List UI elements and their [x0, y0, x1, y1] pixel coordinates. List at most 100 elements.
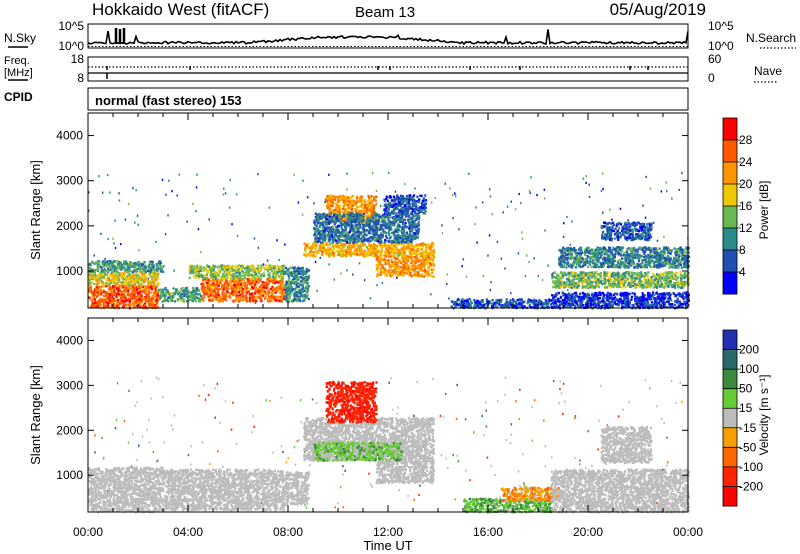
echo-cell — [315, 237, 318, 240]
echo-cell — [118, 274, 121, 277]
echo-cell — [419, 264, 422, 267]
speckle-cell — [302, 179, 304, 182]
echo-cell — [111, 303, 114, 306]
echo-cell — [359, 231, 363, 234]
echo-cell — [355, 247, 358, 250]
echo-cell — [117, 288, 120, 291]
echo-cell — [301, 290, 304, 293]
echo-cell — [377, 240, 380, 243]
echo-cell — [249, 299, 252, 302]
echo-cell — [367, 212, 370, 215]
echo-cell — [313, 221, 316, 224]
echo-cell — [318, 229, 321, 232]
echo-cell — [369, 249, 372, 253]
echo-cell — [304, 243, 307, 246]
echo-cell — [251, 270, 255, 274]
speckle-cell — [563, 222, 565, 225]
echo-cell — [302, 277, 305, 280]
echo-cell — [343, 248, 346, 252]
speckle-cell — [352, 273, 354, 276]
echo-cell — [334, 232, 337, 235]
echo-cell — [352, 252, 355, 256]
echo-cell — [281, 297, 284, 300]
echo-cell — [393, 268, 396, 272]
echo-cell — [141, 297, 144, 300]
speckle-cell — [575, 263, 578, 266]
echo-cell — [93, 262, 96, 265]
echo-cell — [156, 294, 159, 297]
echo-cell — [247, 271, 251, 275]
echo-cell — [230, 270, 233, 273]
speckle-cell — [195, 186, 198, 189]
echo-cell — [429, 264, 432, 268]
echo-cell — [144, 278, 147, 281]
echo-cell — [153, 271, 156, 275]
echo-cell — [137, 267, 141, 270]
cpid-panel: CPID normal (fast stereo) 153 — [4, 87, 689, 111]
echo-cell — [181, 299, 184, 303]
echo-cell — [300, 280, 303, 283]
echo-cell — [403, 228, 406, 231]
echo-cell — [417, 264, 420, 267]
echo-cell — [109, 259, 112, 263]
echo-cell — [195, 274, 198, 277]
echo-cell — [214, 298, 217, 301]
echo-cell — [227, 285, 230, 289]
echo-cell — [202, 299, 205, 303]
speckle-cell — [132, 187, 134, 190]
echo-cell — [123, 294, 126, 298]
echo-cell — [353, 213, 356, 216]
echo-cell — [94, 278, 97, 281]
echo-cell — [100, 267, 103, 270]
echo-cell — [350, 221, 353, 224]
speckle-cell — [314, 260, 317, 264]
echo-cell — [424, 260, 427, 264]
echo-cell — [199, 264, 202, 268]
echo-cell — [414, 252, 417, 255]
echo-cell — [173, 300, 176, 303]
echo-cell — [144, 295, 147, 299]
echo-cell — [176, 298, 179, 301]
echo-cell — [159, 264, 162, 268]
echo-cell — [376, 274, 379, 278]
echo-cell — [409, 232, 412, 235]
echo-cell — [234, 299, 237, 302]
echo-cell — [98, 263, 101, 266]
echo-cell — [367, 230, 370, 233]
speckle-cell — [678, 188, 681, 191]
echo-cell — [226, 265, 229, 269]
echo-cell — [355, 237, 358, 241]
echo-cell — [300, 289, 303, 292]
echo-cell — [138, 282, 141, 285]
echo-cell — [388, 213, 391, 216]
echo-cell — [230, 285, 233, 288]
echo-cell — [270, 297, 273, 300]
echo-cell — [385, 244, 388, 247]
echo-cell — [144, 270, 148, 274]
echo-cell — [380, 226, 383, 229]
echo-cell — [369, 204, 372, 207]
echo-cell — [189, 271, 192, 275]
echo-cell — [346, 213, 349, 216]
speckle-cell — [346, 269, 348, 272]
echo-cell — [288, 296, 291, 299]
echo-cell — [361, 240, 364, 243]
echo-cell — [136, 279, 139, 282]
echo-cell — [356, 195, 359, 198]
echo-cell — [277, 298, 280, 301]
echo-cell — [102, 281, 105, 284]
echo-cell — [128, 278, 131, 281]
echo-cell — [314, 219, 317, 223]
echo-cell — [152, 295, 155, 299]
echo-cell — [337, 196, 340, 199]
speckle-cell — [98, 175, 100, 178]
echo-cell — [387, 255, 390, 259]
echo-cell — [237, 300, 240, 303]
speckle-cell — [276, 239, 278, 242]
echo-cell — [402, 222, 405, 226]
echo-cell — [401, 270, 404, 274]
echo-cell — [270, 277, 273, 280]
echo-cell — [119, 267, 122, 271]
echo-cell — [179, 298, 182, 301]
echo-cell — [115, 269, 118, 273]
